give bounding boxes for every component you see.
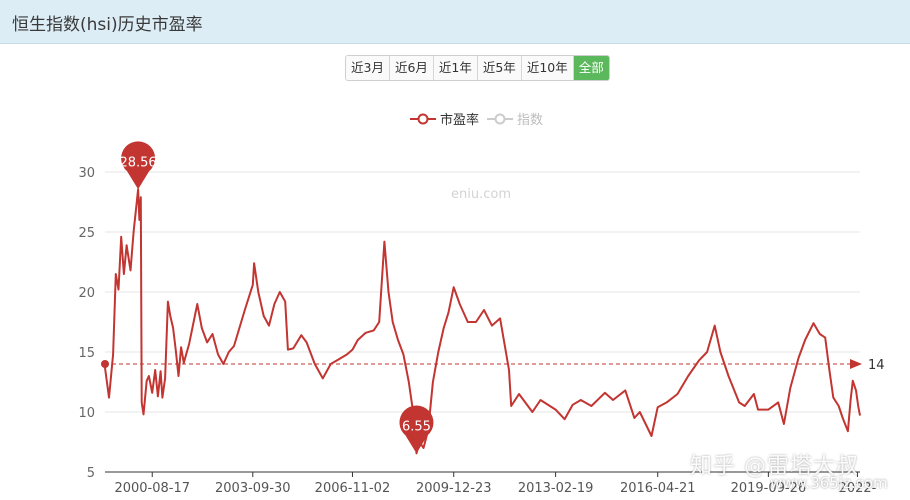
y-tick-label: 10: [78, 406, 95, 421]
x-tick-label: 2003-09-30: [215, 481, 291, 496]
zhihu-watermark: 知乎 @雷塔大叔: [690, 454, 859, 479]
line-circle-icon: [487, 113, 514, 124]
x-tick-label: 2019-09-26: [731, 481, 807, 496]
range-button-3[interactable]: 近5年: [477, 56, 522, 80]
y-tick-label: 5: [87, 466, 95, 481]
legend-item-pe[interactable]: 市盈率: [410, 109, 479, 128]
page-header: 恒生指数(hsi)历史市盈率: [0, 0, 910, 44]
x-tick-label: 2013-02-19: [518, 481, 594, 496]
current-line-arrow: [850, 359, 862, 369]
x-tick-label: 2022-: [839, 481, 877, 496]
legend-item-index[interactable]: 指数: [487, 109, 543, 128]
page-title: 恒生指数(hsi)历史市盈率: [12, 15, 203, 35]
marker-label-min: 6.55: [402, 419, 431, 434]
site-watermark: www.365jz.com: [770, 474, 888, 492]
x-tick-label: 2006-11-02: [315, 481, 391, 496]
range-button-5[interactable]: 全部: [573, 56, 609, 80]
legend-pe-label: 市盈率: [440, 113, 480, 128]
current-line-start-dot: [101, 360, 109, 368]
marker-pin-min: [399, 405, 434, 454]
marker-label-max: 28.56: [119, 155, 156, 170]
current-value-label: 14: [868, 358, 885, 373]
y-tick-label: 30: [78, 166, 95, 181]
eniu-watermark: eniu.com: [451, 187, 511, 202]
chart-legend: 市盈率 指数: [410, 109, 551, 128]
marker-pin-max: [121, 141, 156, 190]
line-circle-icon: [410, 113, 436, 124]
y-tick-label: 20: [78, 286, 95, 301]
range-button-2[interactable]: 近1年: [433, 56, 478, 80]
x-tick-label: 2016-04-21: [620, 481, 696, 496]
x-tick-label: 2000-08-17: [114, 481, 190, 496]
legend-index-label: 指数: [517, 113, 544, 128]
range-button-0[interactable]: 近3月: [346, 56, 390, 80]
range-button-1[interactable]: 近6月: [389, 56, 434, 80]
y-tick-label: 25: [78, 226, 95, 241]
x-tick-label: 2009-12-23: [416, 481, 492, 496]
range-button-4[interactable]: 近10年: [521, 56, 574, 80]
pe-series-line: [104, 188, 861, 455]
time-range-selector: 近3月 近6月 近1年 近5年 近10年 全部: [345, 55, 610, 81]
y-tick-label: 15: [78, 346, 95, 361]
